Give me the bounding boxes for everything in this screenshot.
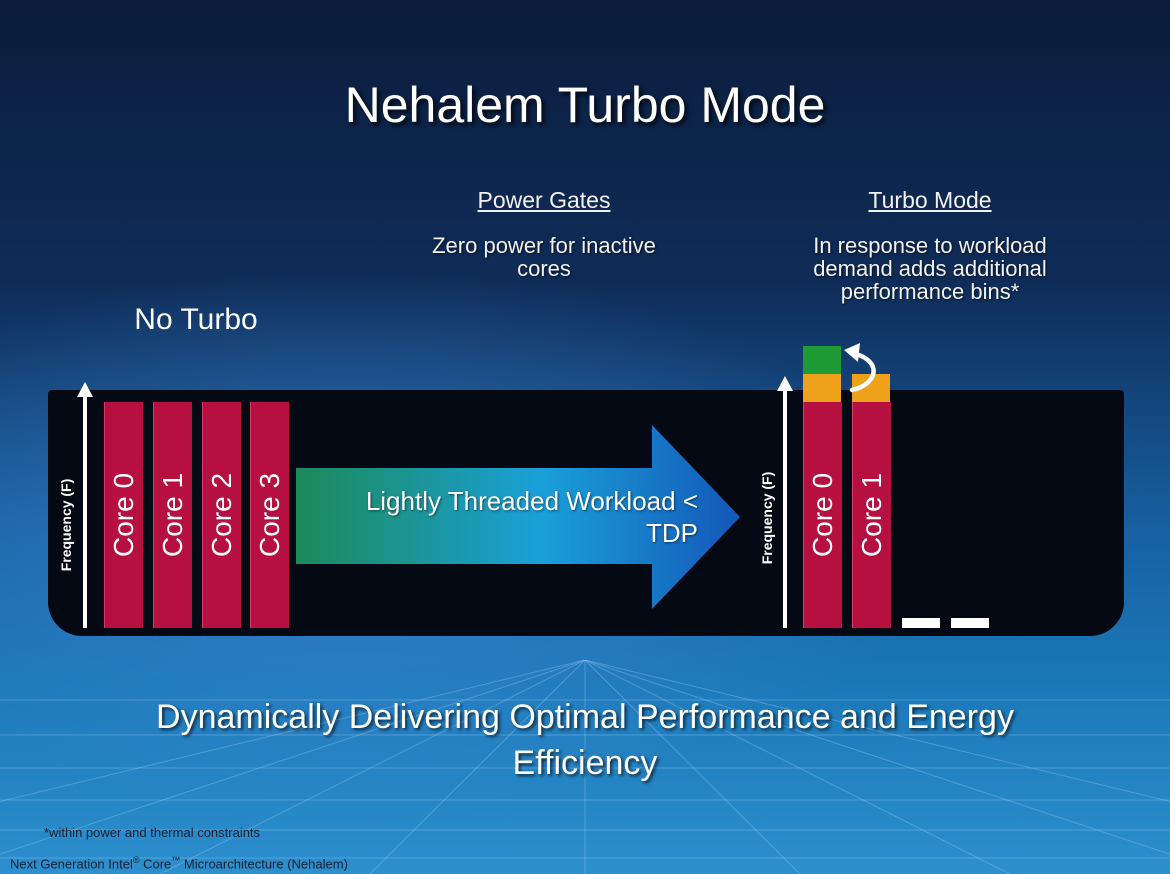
background-grid	[0, 660, 1170, 874]
turbo-core-0-label: Core 0	[807, 472, 838, 558]
footer-prefix: Next Generation Intel	[10, 856, 133, 872]
frequency-axis-label: Frequency (F)	[58, 478, 74, 572]
turbo-bin-orange-core-0	[803, 374, 841, 402]
power-gates-description: Zero power for inactive cores	[384, 234, 704, 280]
core-1-bar: Core 1	[153, 402, 192, 628]
turbo-frequency-axis-label: Frequency (F)	[759, 471, 775, 565]
core-2-bar: Core 2	[202, 402, 241, 628]
registered-mark: ®	[132, 855, 140, 865]
power-gates-line-1: Zero power for inactive	[432, 233, 656, 258]
no-turbo-label: No Turbo	[134, 303, 258, 336]
turbo-mode-line-3: performance bins*	[840, 279, 1020, 304]
core-2-label: Core 2	[206, 472, 237, 558]
gated-core-3	[951, 618, 989, 628]
core-0-bar: Core 0	[104, 402, 143, 628]
workload-arrow	[296, 425, 740, 609]
frequency-axis-arrow	[77, 382, 93, 628]
workload-label: Lightly Threaded Workload < TDP	[300, 485, 698, 549]
footer-core: Core	[139, 856, 172, 872]
turbo-mode-line-1: In response to workload	[813, 233, 1047, 258]
tagline-line-2: Efficiency	[512, 744, 658, 782]
turbo-bin-green	[803, 346, 841, 374]
core-3-bar: Core 3	[250, 402, 289, 628]
footnote: *within power and thermal constraints	[44, 825, 261, 840]
tagline: Dynamically Delivering Optimal Performan…	[0, 694, 1170, 786]
turbo-mode-heading: Turbo Mode	[868, 187, 992, 213]
power-gates-line-2: cores	[517, 256, 571, 281]
turbo-mode-description: In response to workload demand adds addi…	[770, 234, 1090, 303]
bin-transfer-arrow	[844, 343, 876, 393]
turbo-frequency-axis-arrow	[777, 376, 793, 628]
core-3-label: Core 3	[254, 472, 285, 558]
power-gates-heading: Power Gates	[477, 187, 611, 213]
gated-core-2	[902, 618, 940, 628]
slide-title: Nehalem Turbo Mode	[344, 77, 826, 133]
turbo-core-0-bar: Core 0	[803, 402, 842, 628]
turbo-core-1-label: Core 1	[856, 472, 887, 558]
core-0-label: Core 0	[108, 472, 139, 558]
tagline-line-1: Dynamically Delivering Optimal Performan…	[156, 698, 1014, 736]
workload-line-2: TDP	[646, 518, 698, 548]
turbo-core-1-bar: Core 1	[852, 402, 891, 628]
core-1-label: Core 1	[157, 472, 188, 558]
footer-text: Next Generation Intel® Core™ Microarchit…	[10, 855, 348, 871]
workload-line-1: Lightly Threaded Workload <	[365, 486, 698, 516]
trademark-mark: ™	[171, 855, 181, 865]
turbo-mode-line-2: demand adds additional	[813, 256, 1047, 281]
footer-suffix: Microarchitecture (Nehalem)	[180, 856, 348, 872]
